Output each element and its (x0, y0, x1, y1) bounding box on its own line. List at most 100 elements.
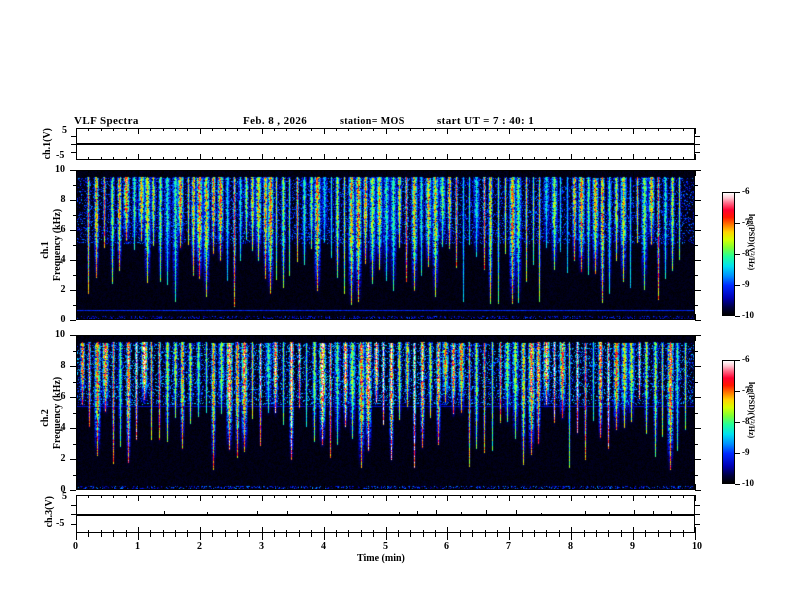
x-tick-top (336, 495, 337, 498)
colorbar-ch1-tick-label: -6 (742, 186, 750, 196)
wave-ytick (71, 152, 76, 153)
x-tick-bottom (361, 157, 362, 160)
x-tick-top (497, 128, 498, 131)
x-tick-top (187, 335, 188, 338)
ch1-spec-ytick-right (695, 305, 698, 306)
x-tick-top (423, 335, 424, 338)
x-tick-top (373, 170, 374, 173)
colorbar-ch1-tick-label: -9 (742, 279, 750, 289)
x-tick-top (361, 128, 362, 131)
x-tick-top (88, 128, 89, 131)
ch2-spec-ytick (70, 459, 76, 460)
x-tick-bottom (683, 317, 684, 320)
x-tick-bottom (373, 317, 374, 320)
x-tick-minor (373, 533, 374, 537)
x-tick-bottom (361, 317, 362, 320)
x-tick-top (695, 128, 696, 134)
x-tick-bottom (187, 317, 188, 320)
x-tick-minor (212, 533, 213, 537)
wave-ytick-right (695, 136, 700, 137)
x-tick-bottom (522, 530, 523, 533)
x-tick-top (534, 170, 535, 173)
x-tick-top (249, 495, 250, 498)
x-tick-top (274, 128, 275, 131)
x-tick-bottom (200, 484, 201, 490)
x-tick-top (299, 128, 300, 131)
ch3-ytick-m5: -5 (56, 518, 65, 529)
x-tick-bottom (150, 157, 151, 160)
x-tick-bottom (559, 487, 560, 490)
x-tick-bottom (608, 530, 609, 533)
x-tick-top (225, 128, 226, 131)
x-tick-bottom (299, 487, 300, 490)
x-tick-top (150, 335, 151, 338)
x-tick-top (509, 335, 510, 341)
x-tick-minor (348, 533, 349, 537)
x-tick-bottom (559, 317, 560, 320)
x-tick-bottom (76, 314, 77, 320)
x-tick-minor (225, 533, 226, 537)
x-tick-top (361, 495, 362, 498)
x-tick-top (274, 495, 275, 498)
x-tick-bottom (608, 157, 609, 160)
colorbar-ch1-tick-label: -10 (742, 310, 754, 320)
x-tick-bottom (237, 317, 238, 320)
x-tick-top (113, 495, 114, 498)
x-tick-top (175, 128, 176, 131)
x-tick-bottom (101, 487, 102, 490)
x-tick-bottom (101, 317, 102, 320)
ch1-spec-ytick (70, 290, 76, 291)
x-tick-minor (645, 533, 646, 537)
x-tick-top (187, 495, 188, 498)
ch2-spec-ytick-label: 2 (60, 453, 66, 464)
ch1-spec-ytick (73, 275, 76, 276)
x-tick-bottom (138, 527, 139, 533)
x-tick-bottom (596, 157, 597, 160)
x-tick-bottom (249, 317, 250, 320)
x-tick-minor (175, 533, 176, 537)
ch1-spec-ytick-right (695, 170, 701, 171)
x-tick-bottom (113, 317, 114, 320)
x-tick-bottom (608, 317, 609, 320)
ch2-spectrogram-image (77, 336, 694, 489)
ch3-ytick-5: 5 (62, 491, 67, 502)
x-tick-bottom (311, 157, 312, 160)
x-tick-top (101, 335, 102, 338)
ch2-spec-ytick-right (695, 428, 701, 429)
x-tick-top (497, 335, 498, 338)
ch3-waveform-spike (417, 511, 418, 516)
x-tick-top (546, 335, 547, 338)
x-tick-bottom (435, 157, 436, 160)
x-tick-top (670, 128, 671, 131)
x-tick-minor (683, 533, 684, 537)
x-tick-bottom (410, 317, 411, 320)
x-tick-top (324, 170, 325, 176)
x-tick-bottom (262, 154, 263, 160)
x-tick-top (175, 495, 176, 498)
x-tick-bottom (200, 527, 201, 533)
x-tick-top (348, 170, 349, 173)
x-tick-bottom (88, 157, 89, 160)
x-tick-top (225, 495, 226, 498)
ch3-waveform-spike (634, 510, 635, 516)
x-tick-bottom (522, 317, 523, 320)
x-tick-major (386, 533, 387, 540)
x-tick-major (200, 533, 201, 540)
x-tick-bottom (361, 487, 362, 490)
x-tick-top (76, 128, 77, 134)
x-tick-bottom (386, 314, 387, 320)
x-tick-minor (361, 533, 362, 537)
wave-ytick (71, 505, 76, 506)
x-tick-top (311, 128, 312, 131)
x-tick-bottom (497, 487, 498, 490)
station-label: station= MOS (340, 116, 405, 127)
x-tick-top (212, 335, 213, 338)
wave-ytick-right (695, 514, 700, 515)
x-tick-top (200, 495, 201, 501)
x-tick-top (150, 170, 151, 173)
x-tick-bottom (175, 157, 176, 160)
ch1-spec-ytick (73, 245, 76, 246)
x-tick-top (138, 335, 139, 341)
x-tick-top (126, 335, 127, 338)
x-tick-top (163, 170, 164, 173)
